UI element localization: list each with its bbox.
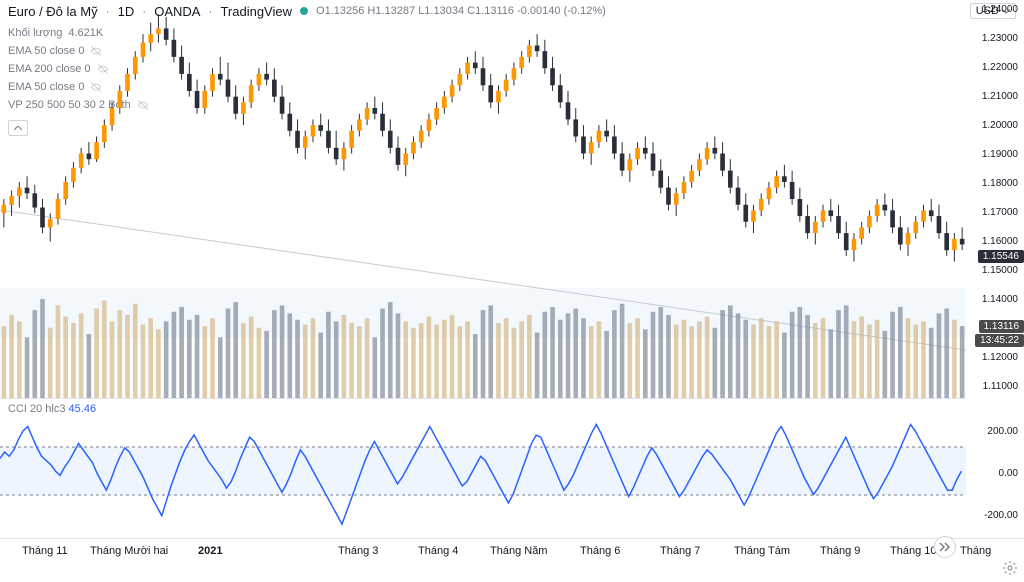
cci-chart bbox=[0, 399, 966, 539]
countdown-label: 13:45:22 bbox=[975, 334, 1024, 347]
cci-legend[interactable]: CCI 20 hlc3 45.46 bbox=[8, 403, 96, 415]
candlestick-chart[interactable] bbox=[0, 0, 966, 398]
cci-axis[interactable]: 200.000.00-200.00 bbox=[966, 398, 1024, 538]
last-close-label: 1.13116 bbox=[979, 320, 1024, 333]
chevron-double-right-icon bbox=[939, 542, 951, 552]
time-axis[interactable]: Tháng 11Tháng Mười hai2021Tháng 3Tháng 4… bbox=[0, 538, 1024, 582]
gear-icon bbox=[1002, 560, 1018, 576]
current-price-label: 1.15546 bbox=[978, 250, 1024, 263]
scroll-to-end-button[interactable] bbox=[934, 536, 956, 558]
cci-panel[interactable]: CCI 20 hlc3 45.46 bbox=[0, 398, 966, 538]
settings-button[interactable] bbox=[1002, 560, 1018, 576]
